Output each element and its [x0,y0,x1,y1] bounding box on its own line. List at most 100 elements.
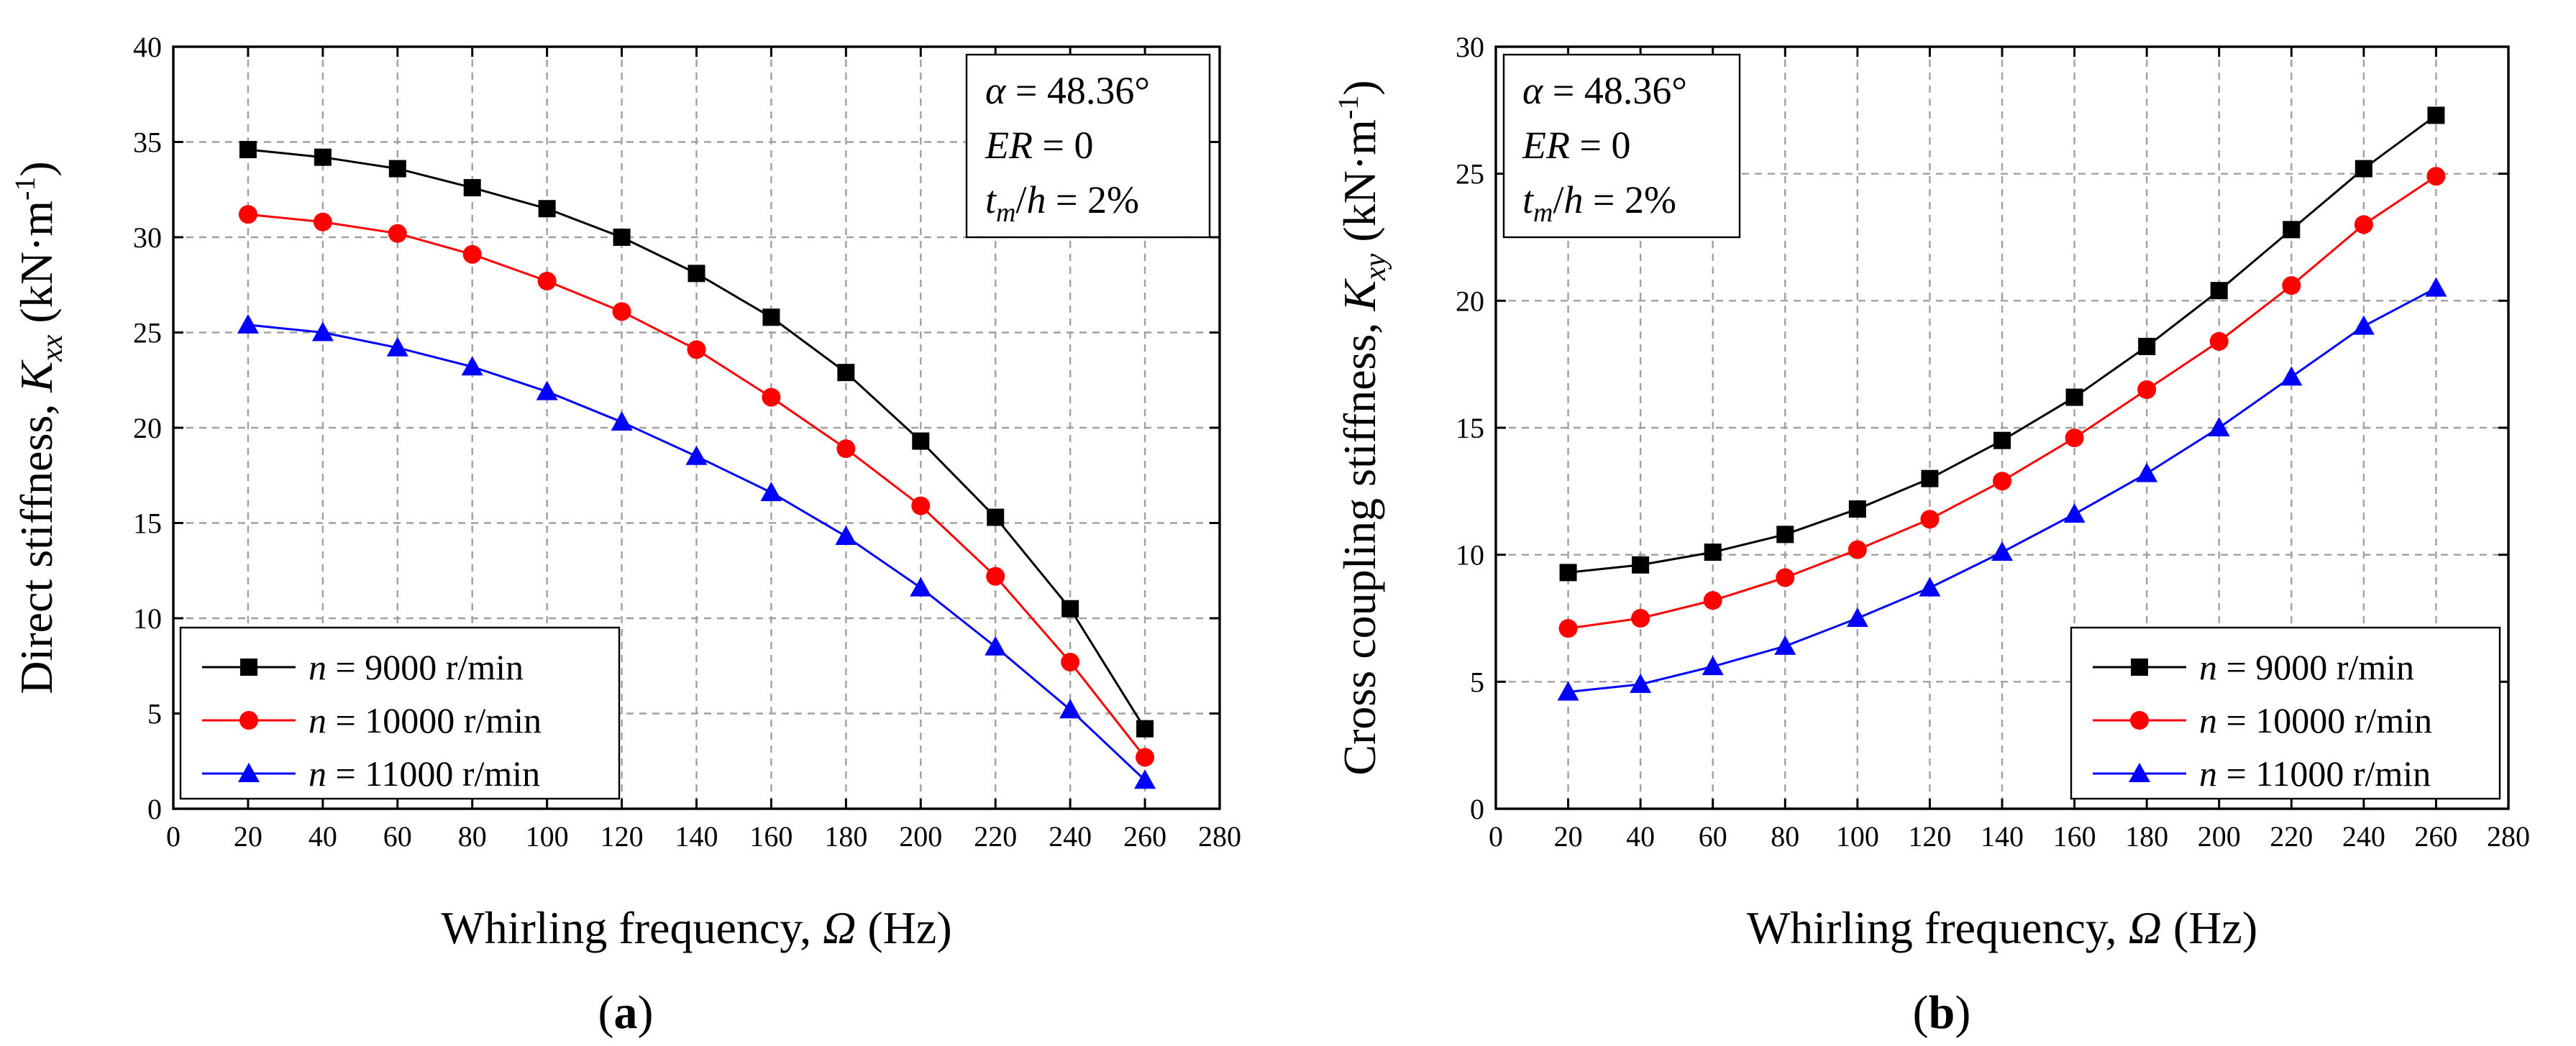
panel-label: (b) [1913,986,1971,1039]
data-point-series-2 [911,496,931,515]
annotation-er: ER = 0 [985,124,1093,167]
data-point-series-2 [238,205,257,224]
legend-marker-1 [240,659,257,676]
data-point-series-3 [611,411,633,431]
x-tick-label: 40 [1626,820,1655,853]
data-point-series-2 [2354,215,2373,234]
data-point-series-2 [1920,510,1940,529]
data-point-series-1 [1776,526,1794,543]
data-point-series-1 [239,141,257,159]
x-tick-label: 100 [1836,820,1879,853]
data-point-series-2 [2065,428,2084,448]
data-point-series-1 [1704,543,1722,561]
data-point-series-3 [1702,656,1724,676]
data-point-series-2 [836,439,856,459]
data-point-series-1 [2355,160,2372,178]
data-point-series-3 [386,336,408,357]
legend-marker-3 [2129,763,2150,782]
data-point-series-1 [2427,106,2445,124]
x-tick-label: 0 [166,820,181,853]
x-tick-label: 200 [2198,820,2241,853]
data-point-series-1 [463,179,481,197]
x-axis-label: Whirling frequency, Ω (Hz) [441,902,951,953]
y-tick-label: 25 [1456,158,1484,191]
data-point-series-1 [388,160,406,178]
data-point-series-3 [835,526,857,546]
data-point-series-1 [613,229,631,246]
annotation-alpha: α = 48.36° [1522,69,1687,112]
x-tick-label: 280 [2487,820,2530,853]
y-tick-label: 20 [133,412,162,444]
y-tick-label: 30 [1456,31,1484,63]
data-point-series-2 [2426,167,2446,186]
legend-label-3: n = 11000 r/min [309,753,540,794]
data-point-series-2 [2137,380,2157,399]
data-point-series-3 [2425,277,2447,297]
data-point-series-3 [2063,503,2086,523]
x-tick-label: 200 [899,820,942,853]
data-point-series-2 [462,244,482,264]
annotation-thickness: tm/h = 2% [1522,178,1676,228]
x-tick-label: 220 [974,820,1017,853]
chart-panel-a: 0 20 40 60 80 100 120 140 160 180 200 220 240 260 280 0… [9,31,1241,1039]
annotation-thickness: tm/h = 2% [985,178,1139,228]
data-point-series-1 [2065,388,2083,406]
y-tick-label: 30 [133,221,162,254]
data-point-series-1 [1993,431,2011,449]
legend-marker-2 [2130,711,2149,730]
y-tick-label: 20 [1456,285,1484,317]
y-tick-label: 0 [147,793,162,825]
data-point-series-2 [313,212,332,231]
data-point-series-3 [1557,681,1579,701]
data-point-series-3 [910,577,932,597]
y-tick-label: 25 [133,317,162,349]
data-point-series-2 [537,271,557,290]
data-point-series-1 [314,148,332,166]
data-point-series-2 [762,387,781,407]
x-tick-label: 60 [383,820,412,853]
x-tick-label: 0 [1489,820,1503,853]
y-tick-label: 10 [1456,539,1484,572]
x-tick-label: 20 [234,820,262,853]
data-point-series-2 [986,566,1005,586]
data-point-series-3 [985,636,1007,656]
data-point-series-2 [687,340,706,359]
data-point-series-1 [1559,564,1577,582]
data-point-series-3 [760,482,782,502]
x-tick-label: 260 [2414,820,2457,853]
y-tick-label: 40 [133,31,162,63]
data-point-series-1 [2210,282,2228,300]
annotation-box [1502,53,1741,239]
data-point-series-1 [1136,720,1154,738]
data-point-series-2 [1558,619,1578,638]
legend-label-1: n = 9000 r/min [2199,647,2414,687]
y-tick-label: 35 [133,127,162,159]
x-tick-label: 120 [600,820,644,853]
data-point-series-1 [1921,469,1939,487]
legend-label-3: n = 11000 r/min [2199,753,2431,794]
data-point-series-1 [1848,500,1866,518]
y-tick-label: 15 [133,508,162,540]
x-tick-label: 220 [2270,820,2313,853]
data-point-series-1 [1632,556,1650,574]
data-point-series-3 [1991,541,2013,561]
data-point-series-3 [685,445,708,465]
data-point-series-3 [2136,462,2158,482]
legend-marker-1 [2131,659,2148,676]
data-point-series-3 [461,356,483,376]
data-point-series-1 [2283,221,2301,239]
data-point-series-2 [388,224,407,243]
y-tick-label: 0 [1470,793,1484,825]
data-point-series-1 [912,432,930,450]
data-point-series-2 [1061,652,1080,671]
legend-marker-3 [238,763,260,782]
annotation-er: ER = 0 [1522,124,1630,167]
x-tick-label: 140 [675,820,718,853]
data-point-series-1 [987,508,1005,526]
y-tick-label: 10 [133,602,162,635]
x-tick-label: 160 [2053,820,2096,853]
y-tick-label: 5 [147,698,162,730]
x-tick-label: 80 [1771,820,1799,853]
x-tick-label: 20 [1554,820,1583,853]
